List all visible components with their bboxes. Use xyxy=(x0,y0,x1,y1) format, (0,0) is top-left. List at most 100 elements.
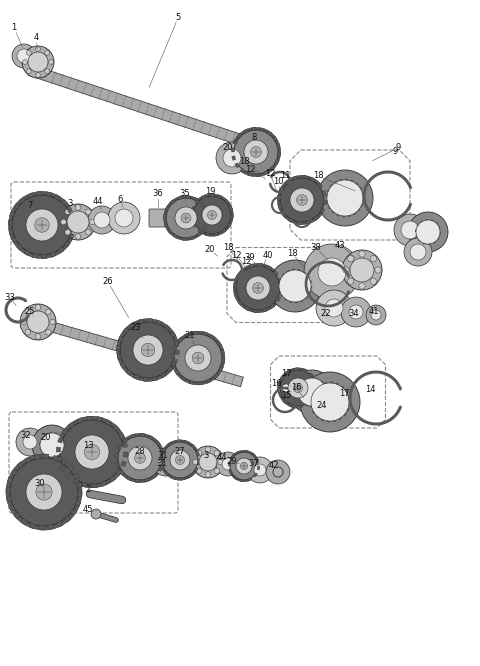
Circle shape xyxy=(273,467,283,477)
Circle shape xyxy=(60,420,124,484)
Wedge shape xyxy=(42,254,47,258)
Wedge shape xyxy=(312,405,315,407)
Circle shape xyxy=(409,186,412,189)
Wedge shape xyxy=(109,476,116,482)
Circle shape xyxy=(23,59,27,65)
Text: 44: 44 xyxy=(93,196,103,206)
Wedge shape xyxy=(131,434,136,438)
Circle shape xyxy=(141,343,155,357)
Circle shape xyxy=(160,440,200,480)
Circle shape xyxy=(75,204,81,210)
Wedge shape xyxy=(148,436,154,440)
Wedge shape xyxy=(197,460,200,464)
Wedge shape xyxy=(360,203,363,207)
Circle shape xyxy=(216,452,240,476)
Wedge shape xyxy=(289,300,292,303)
Wedge shape xyxy=(325,392,327,396)
Wedge shape xyxy=(6,496,12,502)
Circle shape xyxy=(25,309,31,314)
Wedge shape xyxy=(341,386,345,389)
Circle shape xyxy=(152,448,180,476)
Wedge shape xyxy=(346,408,349,412)
Wedge shape xyxy=(331,210,335,214)
Circle shape xyxy=(134,453,145,464)
Wedge shape xyxy=(105,420,111,426)
Wedge shape xyxy=(435,222,438,225)
Wedge shape xyxy=(297,389,299,392)
Wedge shape xyxy=(262,308,267,312)
Wedge shape xyxy=(174,234,179,238)
Text: 7: 7 xyxy=(27,200,33,210)
Circle shape xyxy=(88,206,116,234)
Wedge shape xyxy=(234,292,238,298)
Wedge shape xyxy=(314,379,318,384)
Wedge shape xyxy=(20,196,26,202)
Circle shape xyxy=(399,388,402,390)
Wedge shape xyxy=(120,362,126,368)
Circle shape xyxy=(394,214,426,246)
Wedge shape xyxy=(238,300,243,306)
Wedge shape xyxy=(101,481,107,486)
Wedge shape xyxy=(171,354,175,358)
Wedge shape xyxy=(168,442,172,446)
Circle shape xyxy=(191,194,233,236)
Circle shape xyxy=(26,209,58,241)
Text: 20: 20 xyxy=(205,246,215,254)
Circle shape xyxy=(84,444,100,460)
Text: 1: 1 xyxy=(12,23,17,33)
Wedge shape xyxy=(14,512,20,519)
Wedge shape xyxy=(172,358,178,364)
Circle shape xyxy=(244,140,268,164)
Circle shape xyxy=(27,311,49,333)
Wedge shape xyxy=(186,196,191,199)
Wedge shape xyxy=(277,195,281,200)
Circle shape xyxy=(285,199,287,200)
Circle shape xyxy=(162,442,198,478)
Wedge shape xyxy=(168,366,173,372)
Wedge shape xyxy=(428,243,431,245)
Wedge shape xyxy=(336,382,339,386)
Wedge shape xyxy=(181,376,186,381)
Text: 6: 6 xyxy=(117,194,123,204)
Circle shape xyxy=(118,436,162,480)
Text: 12: 12 xyxy=(241,258,251,266)
Wedge shape xyxy=(126,476,132,481)
Wedge shape xyxy=(310,280,312,283)
Wedge shape xyxy=(117,444,122,450)
Circle shape xyxy=(222,272,224,274)
Wedge shape xyxy=(29,523,36,529)
Circle shape xyxy=(35,334,41,339)
Circle shape xyxy=(222,264,225,266)
Wedge shape xyxy=(318,384,322,387)
Wedge shape xyxy=(416,224,419,227)
Wedge shape xyxy=(278,392,282,397)
Circle shape xyxy=(288,378,308,398)
Wedge shape xyxy=(52,456,55,458)
Wedge shape xyxy=(67,207,72,212)
Wedge shape xyxy=(297,221,302,224)
Wedge shape xyxy=(314,215,319,220)
Wedge shape xyxy=(277,152,281,157)
Wedge shape xyxy=(180,477,184,480)
Text: 23: 23 xyxy=(131,324,141,332)
Wedge shape xyxy=(306,220,312,224)
Circle shape xyxy=(370,278,376,284)
Wedge shape xyxy=(345,390,348,394)
Wedge shape xyxy=(437,237,440,240)
Circle shape xyxy=(108,202,140,234)
Circle shape xyxy=(254,464,266,476)
Wedge shape xyxy=(309,372,314,377)
Circle shape xyxy=(196,450,202,456)
Circle shape xyxy=(293,214,294,216)
Wedge shape xyxy=(116,469,122,476)
Circle shape xyxy=(196,468,202,474)
Circle shape xyxy=(185,345,211,371)
Wedge shape xyxy=(47,456,49,458)
Wedge shape xyxy=(270,303,276,308)
Wedge shape xyxy=(293,176,298,180)
Wedge shape xyxy=(313,388,317,392)
Text: 45: 45 xyxy=(83,505,93,515)
Wedge shape xyxy=(7,478,13,484)
Wedge shape xyxy=(148,318,153,323)
Wedge shape xyxy=(123,452,128,457)
